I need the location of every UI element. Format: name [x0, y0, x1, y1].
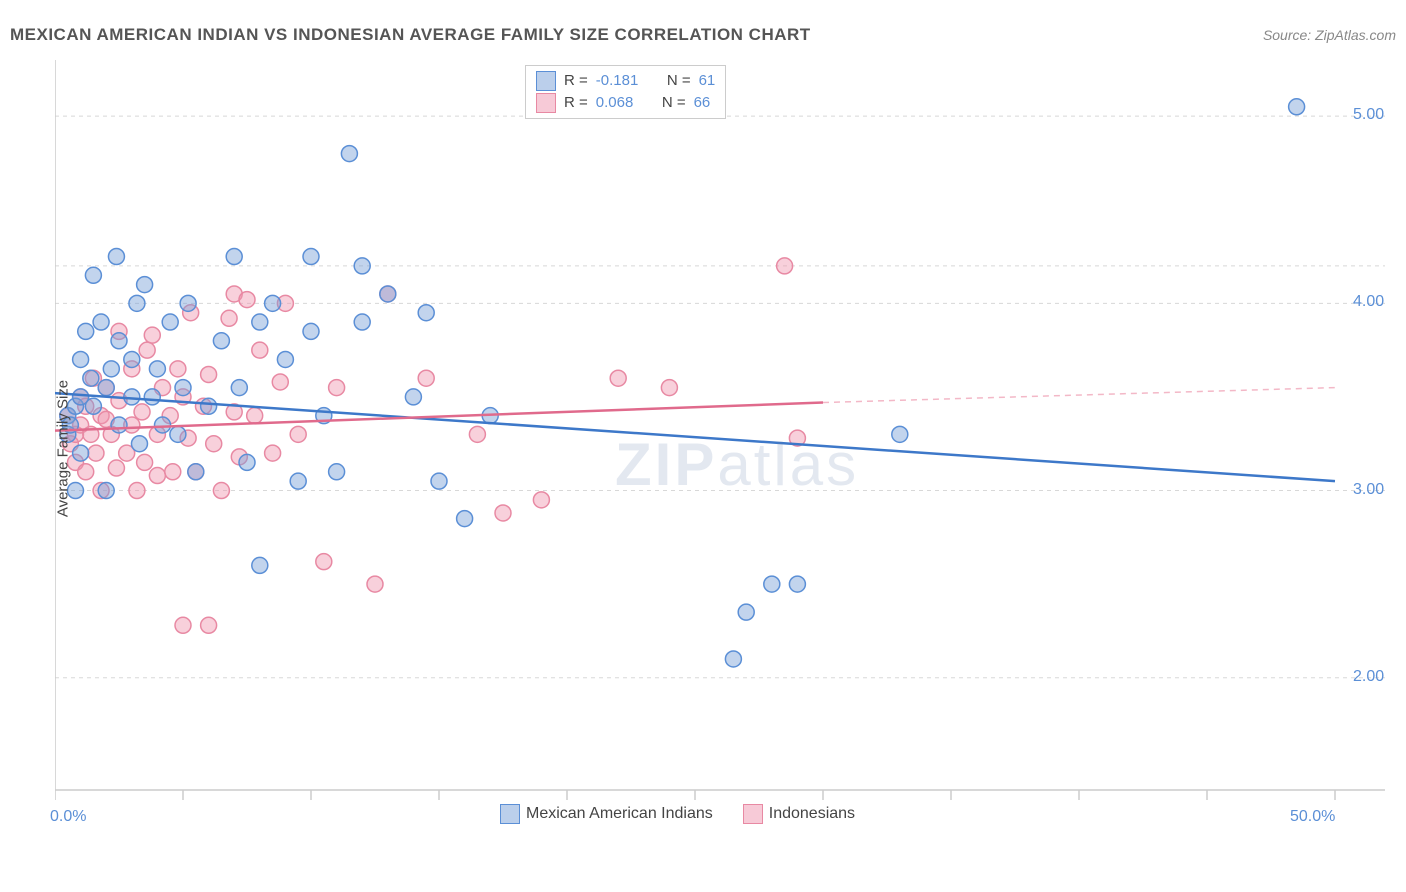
legend-item: Mexican American Indians: [500, 804, 713, 824]
x-tick-label: 50.0%: [1290, 808, 1335, 826]
y-tick-label: 5.00: [1353, 106, 1406, 124]
legend-swatch: [500, 804, 520, 824]
y-axis-label: Average Family Size: [55, 380, 72, 517]
series-legend: Mexican American Indians Indonesians: [500, 804, 855, 824]
source-attribution: Source: ZipAtlas.com: [1263, 27, 1396, 43]
chart-title: MEXICAN AMERICAN INDIAN VS INDONESIAN AV…: [10, 25, 811, 45]
correlation-legend: R = -0.181 N = 61 R = 0.068 N = 66: [525, 65, 726, 119]
legend-label: Mexican American Indians: [526, 805, 713, 822]
legend-swatch: [536, 93, 556, 113]
y-tick-label: 2.00: [1353, 668, 1406, 686]
legend-item: Indonesians: [743, 804, 855, 824]
legend-swatch: [536, 71, 556, 91]
chart-area: Average Family Size: [55, 60, 1395, 830]
legend-label: Indonesians: [769, 805, 855, 822]
legend-row: R = 0.068 N = 66: [536, 92, 715, 114]
scatter-chart: [55, 60, 1395, 830]
y-tick-label: 3.00: [1353, 481, 1406, 499]
legend-swatch: [743, 804, 763, 824]
y-tick-label: 4.00: [1353, 293, 1406, 311]
legend-row: R = -0.181 N = 61: [536, 70, 715, 92]
x-tick-label: 0.0%: [50, 808, 86, 826]
header: MEXICAN AMERICAN INDIAN VS INDONESIAN AV…: [10, 20, 1396, 50]
